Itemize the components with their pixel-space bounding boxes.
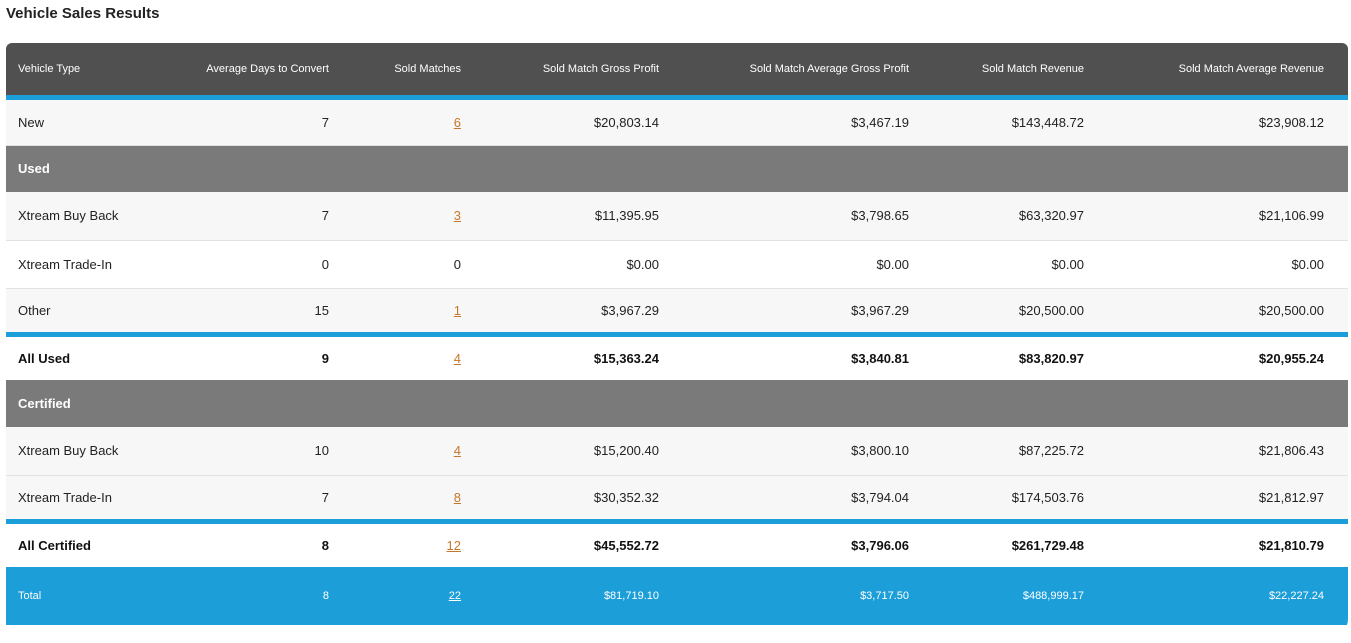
average-revenue-cell: $20,955.24 xyxy=(1258,350,1324,366)
sold-matches-link[interactable]: 12 xyxy=(446,537,461,553)
sold-matches-cell: 0 xyxy=(453,256,461,272)
average-revenue-cell: $21,812.97 xyxy=(1258,489,1324,505)
column-header-revenue[interactable]: Sold Match Revenue xyxy=(933,43,1108,100)
gross-profit-cell: $81,719.10 xyxy=(603,590,659,602)
revenue-cell: $0.00 xyxy=(1051,256,1084,272)
table-row: Other 15 1 $3,967.29 $3,967.29 $20,500.0… xyxy=(6,288,1348,334)
gross-profit-cell: $20,803.14 xyxy=(593,114,659,130)
sold-matches-link[interactable]: 4 xyxy=(453,350,461,366)
average-revenue-cell: $21,106.99 xyxy=(1258,208,1324,224)
column-header-average-days[interactable]: Average Days to Convert xyxy=(171,43,353,100)
sold-matches-link[interactable]: 8 xyxy=(453,489,461,505)
table-row: Xtream Buy Back 10 4 $15,200.40 $3,800.1… xyxy=(6,427,1348,475)
average-gross-profit-cell: $0.00 xyxy=(876,256,909,272)
sold-matches-link[interactable]: 22 xyxy=(448,590,461,602)
table-row: Xtream Trade-In 0 0 $0.00 $0.00 $0.00 $0… xyxy=(6,240,1348,288)
sold-matches-link[interactable]: 1 xyxy=(453,302,461,318)
revenue-cell: $143,448.72 xyxy=(1011,114,1084,130)
vehicle-type-cell: All Certified xyxy=(18,537,91,553)
vehicle-type-cell: Xtream Buy Back xyxy=(18,443,119,459)
vehicle-type-cell: New xyxy=(18,114,45,130)
average-days-cell: 8 xyxy=(322,590,329,602)
vehicle-sales-table-container: Vehicle Type Average Days to Convert Sol… xyxy=(6,43,1348,637)
average-gross-profit-cell: $3,798.65 xyxy=(851,208,909,224)
group-header-certified: Certified xyxy=(6,380,1348,427)
group-label: Used xyxy=(18,161,50,177)
average-revenue-cell: $20,500.00 xyxy=(1258,302,1324,318)
average-days-cell: 7 xyxy=(321,208,329,224)
average-gross-profit-cell: $3,840.81 xyxy=(851,350,909,366)
total-row: Total 8 22 $81,719.10 $3,717.50 $488,999… xyxy=(6,567,1348,625)
sold-matches-cell: 1 xyxy=(353,288,485,334)
average-days-cell: 7 xyxy=(321,114,329,130)
sold-matches-cell: 6 xyxy=(353,97,485,145)
average-days-cell: 10 xyxy=(314,443,329,459)
table-row-new: New 7 6 $20,803.14 $3,467.19 $143,448.72… xyxy=(6,97,1348,145)
subtotal-row-all-certified: All Certified 8 12 $45,552.72 $3,796.06 … xyxy=(6,521,1348,567)
average-gross-profit-cell: $3,794.04 xyxy=(851,489,909,505)
sold-matches-cell: 4 xyxy=(353,334,485,380)
sold-matches-cell: 12 xyxy=(353,521,485,567)
average-gross-profit-cell: $3,967.29 xyxy=(851,302,909,318)
gross-profit-cell: $11,395.95 xyxy=(594,208,659,224)
gross-profit-cell: $3,967.29 xyxy=(601,302,659,318)
revenue-cell: $261,729.48 xyxy=(1011,537,1084,553)
revenue-cell: $488,999.17 xyxy=(1022,590,1084,602)
vehicle-type-cell: Xtream Trade-In xyxy=(18,256,112,272)
average-days-cell: 8 xyxy=(321,537,329,553)
vehicle-sales-table: Vehicle Type Average Days to Convert Sol… xyxy=(6,43,1348,625)
sold-matches-cell: 22 xyxy=(353,567,485,625)
average-days-cell: 15 xyxy=(314,302,329,318)
average-gross-profit-cell: $3,467.19 xyxy=(851,114,909,130)
vehicle-type-cell: Xtream Trade-In xyxy=(18,489,112,505)
column-header-vehicle-type[interactable]: Vehicle Type xyxy=(6,43,171,100)
average-gross-profit-cell: $3,717.50 xyxy=(860,590,909,602)
vehicle-type-cell: All Used xyxy=(18,350,71,366)
revenue-cell: $20,500.00 xyxy=(1018,302,1084,318)
gross-profit-cell: $45,552.72 xyxy=(593,537,659,553)
vehicle-type-cell: Xtream Buy Back xyxy=(18,208,119,224)
sold-matches-link[interactable]: 6 xyxy=(453,114,461,130)
sold-matches-cell: 4 xyxy=(353,427,485,475)
gross-profit-cell: $15,363.24 xyxy=(593,350,659,366)
average-revenue-cell: $0.00 xyxy=(1291,256,1324,272)
table-row: Xtream Trade-In 7 8 $30,352.32 $3,794.04… xyxy=(6,475,1348,521)
revenue-cell: $87,225.72 xyxy=(1018,443,1084,459)
average-revenue-cell: $21,806.43 xyxy=(1258,443,1324,459)
average-revenue-cell: $22,227.24 xyxy=(1268,590,1324,602)
average-revenue-cell: $21,810.79 xyxy=(1258,537,1324,553)
column-header-average-revenue[interactable]: Sold Match Average Revenue xyxy=(1108,43,1348,100)
average-gross-profit-cell: $3,796.06 xyxy=(851,537,909,553)
column-header-average-gross-profit[interactable]: Sold Match Average Gross Profit xyxy=(683,43,933,100)
vehicle-type-cell: Other xyxy=(18,302,51,318)
sold-matches-link[interactable]: 3 xyxy=(453,208,461,224)
average-days-cell: 7 xyxy=(321,489,329,505)
gross-profit-cell: $0.00 xyxy=(626,256,659,272)
revenue-cell: $174,503.76 xyxy=(1011,489,1084,505)
gross-profit-cell: $30,352.32 xyxy=(593,489,659,505)
average-days-cell: 9 xyxy=(321,350,329,366)
revenue-cell: $83,820.97 xyxy=(1018,350,1084,366)
group-header-used: Used xyxy=(6,145,1348,192)
table-row: Xtream Buy Back 7 3 $11,395.95 $3,798.65… xyxy=(6,192,1348,240)
subtotal-row-all-used: All Used 9 4 $15,363.24 $3,840.81 $83,82… xyxy=(6,334,1348,380)
group-label: Certified xyxy=(18,396,71,411)
average-days-cell: 0 xyxy=(321,256,329,272)
sold-matches-cell: 8 xyxy=(353,475,485,521)
table-header-row: Vehicle Type Average Days to Convert Sol… xyxy=(6,43,1348,100)
sold-matches-cell: 3 xyxy=(353,192,485,240)
vehicle-type-cell: Total xyxy=(18,590,42,602)
column-header-gross-profit[interactable]: Sold Match Gross Profit xyxy=(485,43,683,100)
sold-matches-link[interactable]: 4 xyxy=(453,443,461,459)
page-title: Vehicle Sales Results xyxy=(6,5,160,22)
gross-profit-cell: $15,200.40 xyxy=(593,443,659,459)
average-revenue-cell: $23,908.12 xyxy=(1258,114,1324,130)
average-gross-profit-cell: $3,800.10 xyxy=(851,443,909,459)
revenue-cell: $63,320.97 xyxy=(1018,208,1084,224)
column-header-sold-matches[interactable]: Sold Matches xyxy=(353,43,485,100)
